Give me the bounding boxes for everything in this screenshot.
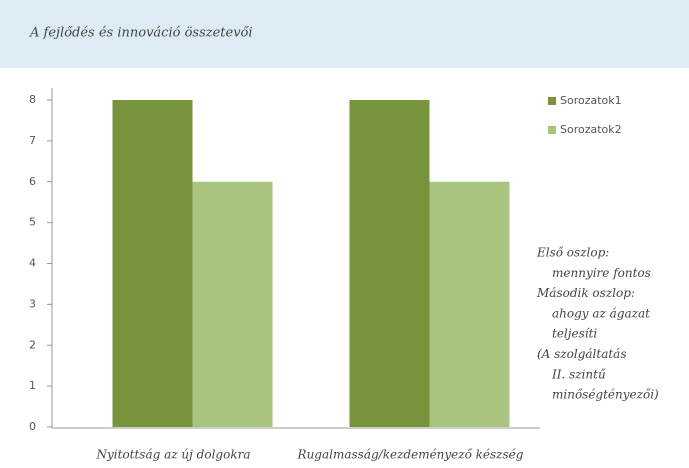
y-tick-label: 1: [29, 379, 36, 392]
y-tick-label: 3: [29, 297, 36, 310]
y-tick-label: 0: [29, 420, 36, 433]
bar: [112, 100, 193, 427]
legend-label: Sorozatok2: [560, 123, 622, 136]
y-tick-label: 7: [29, 134, 36, 147]
bar: [349, 100, 430, 427]
legend-swatch: [548, 97, 556, 105]
y-tick-label: 6: [29, 175, 36, 188]
x-tick-label: Rugalmasság/kezdeményező készség: [297, 448, 524, 462]
annotation-line: II. szintű: [551, 367, 606, 381]
annotation-line: teljesíti: [552, 327, 597, 341]
annotation-line: (A szolgáltatás: [537, 347, 627, 361]
annotation-line: ahogy az ágazat: [552, 306, 650, 320]
annotation-line: minőségtényezői): [552, 388, 659, 402]
title-banner: [0, 0, 689, 68]
bar: [192, 181, 273, 427]
x-tick-label: Nyitottság az új dolgokra: [96, 448, 251, 462]
annotation-line: Második oszlop:: [536, 286, 635, 300]
annotation-line: Első oszlop:: [536, 246, 609, 260]
y-tick-label: 5: [29, 216, 36, 229]
y-tick-label: 8: [29, 93, 36, 106]
legend-swatch: [548, 126, 556, 134]
chart-title: A fejlődés és innováció összetevői: [29, 26, 253, 41]
bar: [429, 181, 510, 427]
y-tick-label: 2: [29, 338, 36, 351]
annotation-line: mennyire fontos: [552, 266, 651, 280]
y-tick-label: 4: [29, 257, 36, 270]
legend-label: Sorozatok1: [560, 94, 622, 107]
